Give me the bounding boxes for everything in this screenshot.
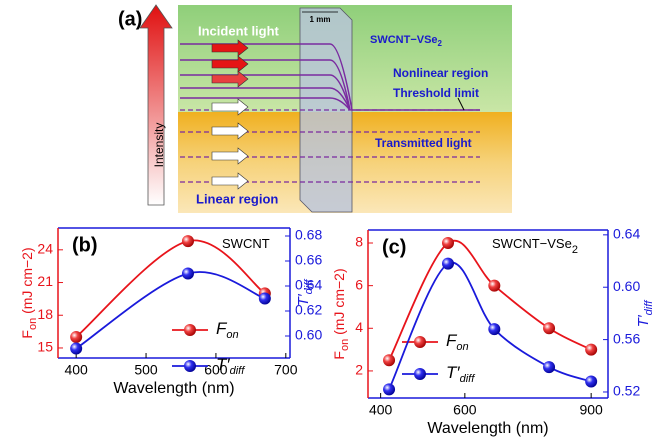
data-point xyxy=(383,354,395,366)
figure: (a) Intensity 1 mm Incident light SWCNT−… xyxy=(0,0,664,437)
y2-tick-label: 0.64 xyxy=(613,226,640,242)
y-axis-label-part: (mJ cm−2) xyxy=(19,247,35,317)
y2-tick-label: 0.56 xyxy=(613,330,640,346)
data-point xyxy=(442,237,454,249)
legend-label: Fon xyxy=(216,319,239,340)
y-axis-label-part: F xyxy=(19,330,35,339)
panel-label: (b) xyxy=(72,234,98,256)
data-point xyxy=(585,344,597,356)
y-tick-label: 2 xyxy=(355,362,363,378)
axis-label: Intensity xyxy=(152,123,166,168)
legend-label-part: diff xyxy=(230,365,246,377)
legend-label-part: on xyxy=(456,341,468,353)
y2-tick-label: 0.60 xyxy=(613,278,640,294)
y-axis-label-part: on xyxy=(27,318,39,330)
panel-label: (c) xyxy=(382,236,406,258)
data-point xyxy=(442,258,454,270)
y2-tick-label: 0.68 xyxy=(295,227,322,243)
legend-marker xyxy=(184,324,196,336)
y-axis-label-part: on xyxy=(339,339,351,351)
legend-marker xyxy=(184,360,196,372)
intensity-arrow xyxy=(140,5,172,205)
y-tick-label: 21 xyxy=(37,273,53,289)
x-tick-label: 600 xyxy=(453,402,477,418)
y2-axis-label: T′diff xyxy=(635,300,655,328)
y-tick-label: 6 xyxy=(355,276,363,292)
annotation-part: SWCNT xyxy=(222,236,270,251)
x-axis-label: Wavelength (nm) xyxy=(427,420,548,437)
y2-axis-label-part: diff xyxy=(303,279,315,295)
diagram: (a) Intensity 1 mm Incident light SWCNT−… xyxy=(118,5,512,213)
x-tick-label: 900 xyxy=(579,402,603,418)
legend-label-part: T′ xyxy=(446,363,460,382)
data-point xyxy=(383,383,395,395)
y-tick-label: 4 xyxy=(355,319,363,335)
x-tick-label: 400 xyxy=(369,402,393,418)
legend-label-part: on xyxy=(226,329,238,341)
transmitted-label: Transmitted light xyxy=(375,136,472,150)
data-point xyxy=(543,322,555,334)
legend-label: Fon xyxy=(446,331,469,352)
data-point xyxy=(488,323,500,335)
nonlinear-label: Nonlinear region xyxy=(393,66,488,80)
data-point xyxy=(182,268,194,280)
annotation: SWCNT xyxy=(222,236,270,251)
y-axis-label: Fon (mJ cm−2) xyxy=(331,268,351,359)
linear-label: Linear region xyxy=(196,191,278,206)
y2-axis-label-part: diff xyxy=(643,300,655,316)
x-axis-label: Wavelength (nm) xyxy=(113,380,234,397)
data-point xyxy=(70,343,82,355)
sample-sub: 2 xyxy=(438,39,443,48)
y-axis-label-part: F xyxy=(331,351,347,360)
y-axis-label-part: (mJ cm−2) xyxy=(331,268,347,338)
y-tick-label: 15 xyxy=(37,339,53,355)
panel-label: (a) xyxy=(118,8,142,30)
annotation: SWCNT−VSe2 xyxy=(492,236,578,255)
legend-label-part: T′ xyxy=(216,355,230,374)
data-point xyxy=(182,235,194,247)
annotation-part: 2 xyxy=(572,244,578,256)
y2-tick-label: 0.66 xyxy=(295,252,322,268)
x-tick-label: 500 xyxy=(134,362,158,378)
annotation-part: SWCNT−VSe xyxy=(492,236,572,251)
y-axis-label: Fon (mJ cm−2) xyxy=(19,247,39,338)
data-point xyxy=(543,361,555,373)
y-tick-label: 8 xyxy=(355,234,363,250)
legend-label-part: diff xyxy=(460,373,476,385)
x-tick-label: 700 xyxy=(274,362,298,378)
series-line xyxy=(76,240,265,337)
threshold-label: Threshold limit xyxy=(393,86,479,100)
legend-label: T′diff xyxy=(446,363,475,384)
thickness-label: 1 mm xyxy=(310,15,331,24)
data-point xyxy=(70,331,82,343)
data-point xyxy=(585,376,597,388)
legend-marker xyxy=(414,336,426,348)
y2-tick-label: 0.60 xyxy=(295,327,322,343)
y-tick-label: 18 xyxy=(37,306,53,322)
x-tick-label: 400 xyxy=(64,362,88,378)
data-point xyxy=(488,280,500,292)
incident-label: Incident light xyxy=(198,23,280,38)
y-tick-label: 24 xyxy=(37,241,53,257)
legend-marker xyxy=(414,368,426,380)
y2-tick-label: 0.52 xyxy=(613,383,640,399)
data-point xyxy=(259,293,271,305)
sample-text: SWCNT−VSe xyxy=(370,34,438,46)
